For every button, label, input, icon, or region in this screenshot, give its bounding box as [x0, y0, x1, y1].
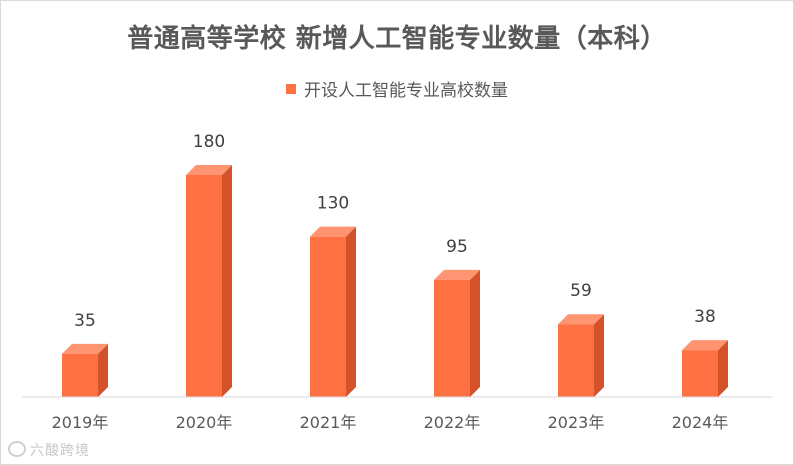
data-label: 130 — [317, 194, 349, 214]
x-tick-label: 2022年 — [424, 413, 481, 432]
bar-top — [186, 165, 232, 175]
data-label: 38 — [694, 307, 716, 327]
bar-top — [62, 343, 108, 354]
bar-top — [558, 314, 604, 325]
x-tick-labels: 2019年 2020年 2021年 2022年 2023年 2024年 — [52, 413, 729, 432]
bar-side — [346, 226, 356, 397]
bar-side — [470, 269, 480, 397]
bar-2019年 — [62, 343, 108, 397]
watermark: 六酸跨境 — [8, 440, 90, 460]
bar-top — [682, 340, 728, 351]
x-tick-label: 2024年 — [672, 413, 729, 432]
watermark-logo-icon — [8, 441, 26, 457]
bar-side — [222, 165, 232, 397]
x-tick-label: 2021年 — [300, 413, 357, 432]
bar-front — [62, 353, 98, 397]
bar-side — [718, 340, 728, 397]
watermark-text: 六酸跨境 — [30, 443, 90, 459]
chart-title: 普通高等学校 新增人工智能专业数量（本科） — [127, 24, 667, 54]
data-label: 35 — [74, 311, 96, 331]
data-label: 95 — [446, 237, 468, 257]
bars-group — [62, 165, 728, 397]
bar-front — [310, 236, 346, 397]
bar-2023年 — [558, 314, 604, 397]
bar-top — [310, 226, 356, 237]
bar-side — [594, 314, 604, 397]
bar-front — [558, 324, 594, 397]
legend-swatch — [286, 83, 296, 94]
bar-front — [682, 350, 718, 397]
bar-front — [186, 175, 222, 397]
data-label: 59 — [570, 281, 592, 301]
bar-side — [98, 343, 108, 397]
x-tick-label: 2020年 — [176, 413, 233, 432]
data-label: 180 — [193, 132, 225, 152]
bar-2024年 — [682, 340, 728, 397]
bar-2022年 — [434, 269, 480, 397]
bar-2020年 — [186, 165, 232, 397]
bar-front — [434, 279, 470, 397]
legend: 开设人工智能专业高校数量 — [0, 76, 794, 101]
bar-2021年 — [310, 226, 356, 397]
data-labels: 35 180 130 95 59 38 — [74, 132, 716, 331]
bar-top — [434, 269, 480, 280]
legend-label: 开设人工智能专业高校数量 — [304, 81, 508, 101]
x-tick-label: 2019年 — [52, 413, 109, 432]
x-tick-label: 2023年 — [548, 413, 605, 432]
